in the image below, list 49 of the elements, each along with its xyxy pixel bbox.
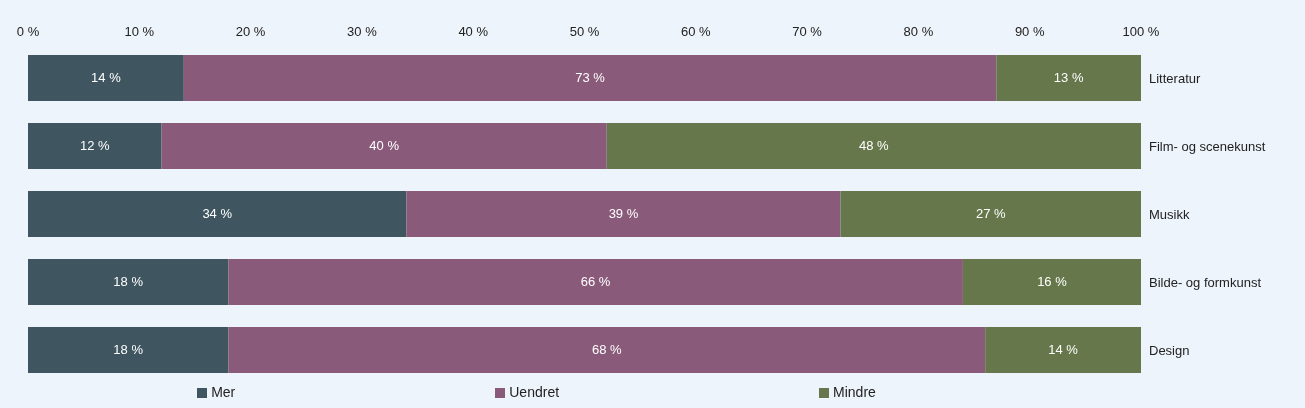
data-label: 14 % bbox=[1048, 342, 1079, 358]
data-label: 66 % bbox=[580, 274, 611, 290]
legend-label: Mindre bbox=[833, 384, 876, 400]
x-tick-label: 0 % bbox=[16, 24, 40, 39]
data-label: 16 % bbox=[1037, 274, 1068, 290]
data-label: 34 % bbox=[202, 206, 233, 222]
data-label: 40 % bbox=[369, 138, 400, 154]
bar bbox=[840, 190, 1141, 237]
data-label: 14 % bbox=[91, 70, 122, 86]
data-label: 73 % bbox=[575, 70, 606, 86]
data-label: 68 % bbox=[591, 342, 623, 358]
x-tick-label: 40 % bbox=[458, 24, 489, 39]
x-tick-label: 70 % bbox=[792, 24, 823, 39]
x-tick-label: 100 % bbox=[1122, 24, 1160, 39]
x-tick-label: 30 % bbox=[347, 24, 378, 39]
bar bbox=[28, 190, 407, 237]
x-tick-label: 90 % bbox=[1014, 24, 1045, 39]
data-label: 12 % bbox=[79, 138, 111, 154]
bar bbox=[228, 326, 986, 373]
x-tick-label: 60 % bbox=[680, 24, 712, 39]
legend-label: Mer bbox=[211, 384, 236, 400]
bar bbox=[28, 326, 229, 373]
x-tick-label: 80 % bbox=[903, 24, 934, 39]
data-label: 18 % bbox=[113, 274, 144, 290]
bar bbox=[406, 190, 841, 237]
bar bbox=[962, 258, 1141, 305]
x-tick-label: 50 % bbox=[569, 24, 600, 39]
data-label: 39 % bbox=[608, 206, 639, 222]
bar bbox=[28, 54, 184, 101]
bar bbox=[183, 54, 997, 101]
bar bbox=[161, 122, 607, 169]
bar bbox=[985, 326, 1141, 373]
legend-label: Uendret bbox=[509, 384, 560, 400]
bar bbox=[28, 258, 229, 305]
x-tick-label: 20 % bbox=[235, 24, 266, 39]
bar bbox=[228, 258, 963, 305]
y-tick-label: Film- og scenekunst bbox=[1149, 138, 1266, 154]
y-tick-label: Litteratur bbox=[1149, 70, 1201, 86]
y-tick-label: Design bbox=[1149, 342, 1190, 358]
bar bbox=[606, 122, 1141, 169]
bar bbox=[28, 122, 162, 169]
x-tick-label: 10 % bbox=[124, 24, 155, 39]
data-label: 13 % bbox=[1053, 70, 1084, 86]
bar bbox=[996, 54, 1141, 101]
data-label: 48 % bbox=[859, 138, 890, 154]
data-label: 18 % bbox=[113, 342, 144, 358]
data-label: 27 % bbox=[975, 206, 1006, 222]
y-tick-label: Bilde- og formkunst bbox=[1149, 274, 1262, 290]
y-tick-label: Musikk bbox=[1149, 206, 1190, 222]
